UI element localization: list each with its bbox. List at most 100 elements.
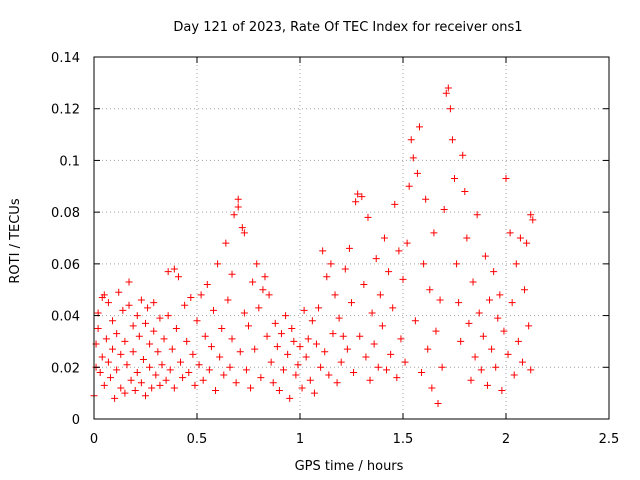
data-point	[234, 195, 242, 203]
data-point	[362, 353, 370, 361]
data-point	[142, 319, 149, 327]
data-point	[214, 260, 222, 268]
data-point	[222, 239, 230, 247]
data-point	[345, 244, 353, 252]
data-point	[129, 322, 137, 330]
data-point	[364, 213, 372, 221]
data-point	[310, 389, 318, 397]
data-point	[152, 371, 160, 379]
data-point	[238, 224, 246, 232]
data-point	[212, 387, 220, 395]
data-point	[442, 89, 450, 97]
y-tick-label: 0.14	[51, 51, 80, 66]
y-tick-label: 0.12	[51, 103, 80, 118]
data-point	[306, 376, 314, 384]
data-point	[183, 337, 191, 345]
data-point	[205, 366, 213, 374]
data-point	[179, 374, 187, 382]
data-point	[339, 332, 347, 340]
data-point	[100, 381, 108, 389]
data-point	[455, 299, 463, 307]
data-point	[199, 376, 207, 384]
data-point	[350, 368, 358, 376]
data-point	[129, 348, 137, 356]
data-point	[242, 366, 250, 374]
data-point	[154, 348, 162, 356]
data-point	[117, 350, 125, 358]
data-point	[453, 260, 461, 268]
data-point	[500, 327, 508, 335]
data-point	[494, 314, 502, 322]
data-point	[411, 317, 419, 325]
data-point	[331, 291, 339, 299]
chart-title: Day 121 of 2023, Rate Of TEC Index for r…	[173, 20, 522, 35]
data-point	[236, 348, 244, 356]
data-point	[263, 332, 271, 340]
data-point	[512, 260, 520, 268]
data-point	[385, 268, 393, 276]
data-point	[94, 325, 102, 332]
x-tick-label: 1.5	[393, 432, 414, 447]
data-point	[508, 299, 516, 307]
data-point	[111, 394, 119, 402]
data-point	[139, 356, 147, 364]
data-point	[420, 260, 428, 268]
data-point	[521, 286, 529, 294]
data-point	[292, 371, 300, 379]
data-point	[481, 252, 489, 260]
data-point	[181, 301, 189, 309]
data-point	[329, 330, 337, 338]
data-point	[172, 325, 180, 332]
data-point	[187, 293, 195, 301]
data-point	[463, 234, 471, 242]
data-point	[395, 247, 403, 255]
data-point	[288, 325, 296, 332]
data-point	[232, 379, 240, 387]
data-point	[100, 291, 108, 299]
data-point	[142, 392, 149, 400]
data-point	[321, 348, 329, 356]
data-point	[486, 296, 494, 304]
x-tick-label: 2.5	[599, 432, 620, 447]
x-axis-label: GPS time / hours	[295, 459, 404, 474]
data-point	[304, 335, 312, 343]
data-point	[409, 154, 417, 162]
data-point	[418, 368, 426, 376]
data-point	[527, 211, 535, 219]
data-point	[156, 314, 164, 322]
data-point	[352, 198, 360, 206]
data-point	[137, 296, 145, 304]
data-point	[448, 136, 456, 144]
data-point	[444, 84, 452, 92]
data-point	[150, 327, 158, 335]
data-point	[467, 376, 475, 384]
data-point	[119, 306, 127, 314]
data-point	[230, 211, 238, 219]
data-point	[360, 281, 368, 289]
data-point	[133, 312, 141, 320]
data-point	[197, 291, 205, 299]
data-point	[164, 312, 172, 320]
data-point	[356, 332, 364, 340]
y-tick-label: 0.06	[51, 258, 80, 273]
data-point	[203, 281, 211, 289]
data-point	[523, 239, 531, 247]
data-point	[407, 136, 415, 144]
data-point	[109, 317, 117, 325]
x-tick-label: 0.5	[187, 432, 208, 447]
data-point	[224, 296, 232, 304]
data-point	[102, 335, 110, 343]
data-point	[177, 358, 185, 366]
data-point	[150, 299, 158, 307]
data-point	[438, 363, 446, 371]
data-point	[432, 327, 440, 335]
data-point	[440, 206, 448, 214]
data-point	[302, 353, 310, 361]
data-point	[300, 306, 308, 314]
data-point	[158, 361, 166, 369]
x-tick-label: 2	[502, 432, 510, 447]
data-point	[415, 123, 423, 131]
axis-ticks: 0 0.5 1 1.5 2 2.5 0 0.02 0.04 0.06 0.08 0.1 0.12 0.14	[51, 51, 619, 447]
data-point	[195, 361, 203, 369]
data-point	[477, 366, 485, 374]
